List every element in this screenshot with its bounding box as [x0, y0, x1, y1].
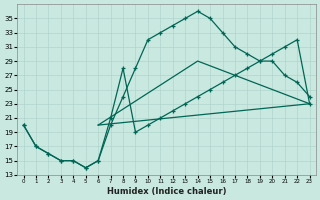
X-axis label: Humidex (Indice chaleur): Humidex (Indice chaleur)	[107, 187, 226, 196]
